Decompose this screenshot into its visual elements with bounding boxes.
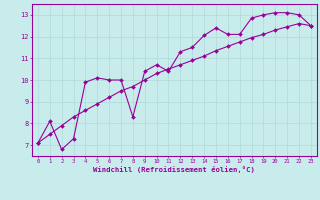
X-axis label: Windchill (Refroidissement éolien,°C): Windchill (Refroidissement éolien,°C) (93, 166, 255, 173)
